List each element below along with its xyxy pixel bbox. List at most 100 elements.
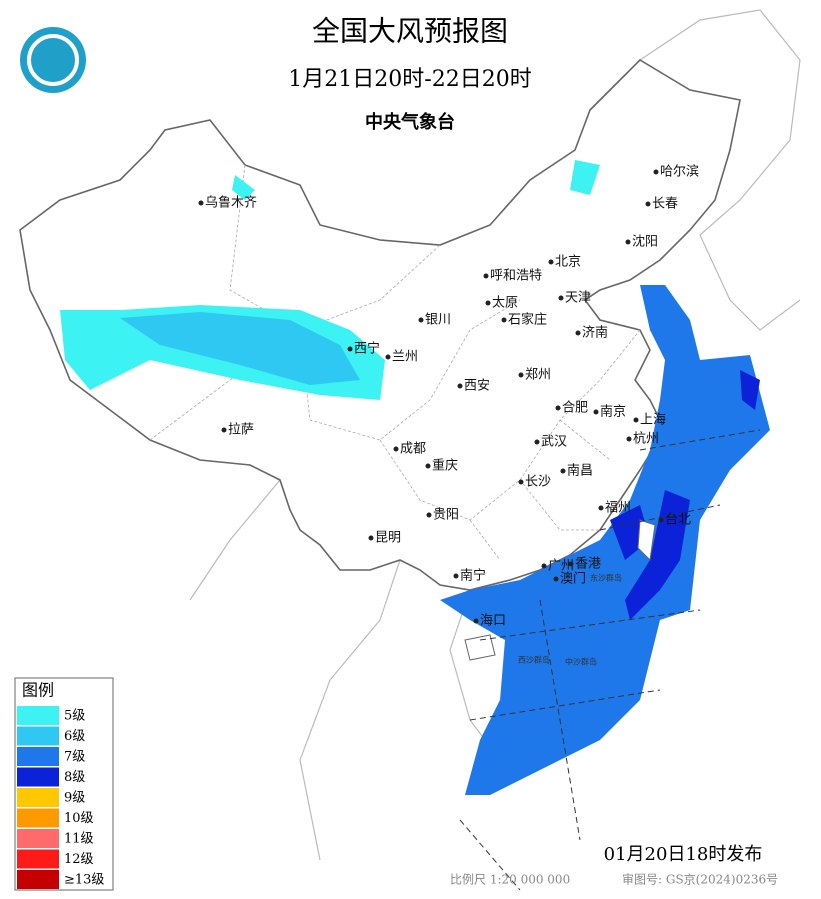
city-dot — [548, 259, 554, 265]
city-label: 兰州 — [392, 350, 418, 365]
legend-title: 图例 — [22, 681, 54, 700]
city-label: 武汉 — [541, 435, 567, 450]
legend-label: 7级 — [64, 750, 85, 765]
legend-label: 9级 — [64, 791, 85, 806]
city-dot — [418, 317, 424, 323]
city-label: 上海 — [640, 413, 666, 428]
legend-swatch — [17, 706, 59, 725]
city-dot — [483, 273, 489, 279]
city-label: 银川 — [425, 313, 451, 328]
city-label: 石家庄 — [508, 312, 547, 328]
city-dot — [598, 505, 604, 511]
city-dot — [645, 201, 651, 207]
legend: 5级 6级 7级 8级 9级 10级 11级 12级 ≥13级 — [17, 706, 104, 889]
legend-swatch — [17, 808, 59, 828]
taiwan — [637, 519, 656, 562]
city-dot — [625, 239, 631, 245]
legend-swatch — [17, 829, 59, 848]
city-label: 昆明 — [375, 531, 401, 546]
legend-swatch — [17, 788, 59, 807]
city-dot — [658, 517, 664, 523]
wind-area-6 — [120, 312, 360, 385]
city-label: 香港 — [575, 557, 601, 572]
city-dot — [555, 405, 561, 411]
city-label: 呼和浩特 — [490, 269, 542, 284]
neighbour-border — [189, 9, 801, 861]
city-dot — [518, 479, 524, 485]
island-label: 西沙群岛 — [518, 655, 550, 665]
city-label: 澳门 — [560, 571, 586, 587]
scale: 比例尺 1:20 000 000 — [450, 873, 570, 887]
sea-boundary — [459, 429, 761, 891]
city-label: 沈阳 — [632, 235, 658, 250]
wind-area-7 — [440, 285, 770, 795]
city-label: 成都 — [400, 442, 426, 457]
city-label: 重庆 — [432, 458, 458, 474]
city-dot — [457, 383, 463, 389]
city-dot — [393, 446, 399, 452]
legend-label: 12级 — [64, 852, 94, 867]
city-label: 长春 — [652, 197, 678, 212]
city-dot — [541, 563, 547, 569]
city-dot — [426, 512, 432, 518]
city-dot — [425, 463, 431, 469]
subtitle: 1月21日20时-22日20时 — [288, 67, 531, 92]
issued-time: 01月20日18时发布 — [604, 844, 763, 865]
legend-swatch — [17, 747, 59, 766]
city-label: 哈尔滨 — [660, 164, 699, 180]
city-label: 西宁 — [354, 341, 380, 357]
city-label: 海口 — [480, 614, 506, 629]
wind-area-8 — [610, 370, 760, 620]
city-label: 广州 — [548, 559, 574, 574]
island-label: 东沙群岛 — [590, 573, 622, 583]
title: 全国大风预报图 — [312, 15, 508, 48]
city-label: 天津 — [565, 291, 591, 306]
city-label: 杭州 — [633, 432, 659, 447]
city-dot — [198, 200, 204, 206]
legend-swatch — [17, 767, 59, 787]
legend-swatch — [17, 726, 59, 746]
city-label: 西安 — [464, 379, 490, 394]
city-dot — [626, 436, 632, 442]
city-dot — [518, 372, 524, 378]
city-dot — [568, 561, 574, 567]
island-label: 中沙群岛 — [565, 657, 597, 667]
city-dot — [534, 439, 540, 445]
legend-swatch — [17, 870, 59, 889]
city-dot — [501, 317, 507, 323]
city-dot — [368, 535, 374, 541]
approval: 审图号: GS京(2024)0236号 — [622, 872, 778, 887]
city-dot — [560, 468, 566, 474]
city-dot — [221, 427, 227, 433]
legend-label: 8级 — [64, 770, 85, 785]
city-label: 南京 — [600, 404, 626, 420]
city-label: 南宁 — [460, 568, 486, 584]
city-label: 南昌 — [567, 463, 593, 479]
legend-label: 10级 — [64, 811, 94, 826]
logo-ring — [27, 34, 79, 86]
city-dot — [558, 295, 564, 301]
city-label: 合肥 — [562, 401, 588, 416]
city-label: 乌鲁木齐 — [205, 195, 257, 211]
hainan — [464, 634, 496, 661]
city-dot — [485, 300, 491, 306]
city-label: 济南 — [582, 325, 608, 341]
city-dot — [575, 330, 581, 336]
legend-label: 6级 — [64, 729, 85, 744]
city-label: 长沙 — [525, 475, 551, 490]
city-dot — [553, 576, 559, 582]
legend-swatch — [17, 849, 59, 869]
city-label: 太原 — [492, 296, 518, 311]
city-label: 台北 — [665, 513, 691, 528]
issuer: 中央气象台 — [365, 111, 455, 133]
city-dot — [385, 354, 391, 360]
city-label: 拉萨 — [228, 423, 254, 438]
city-dot — [633, 417, 639, 423]
city-label: 北京 — [555, 255, 581, 270]
city-dot — [453, 573, 459, 579]
legend-label: 11级 — [64, 832, 94, 847]
city-dot — [593, 409, 599, 415]
city-label: 郑州 — [525, 368, 551, 383]
